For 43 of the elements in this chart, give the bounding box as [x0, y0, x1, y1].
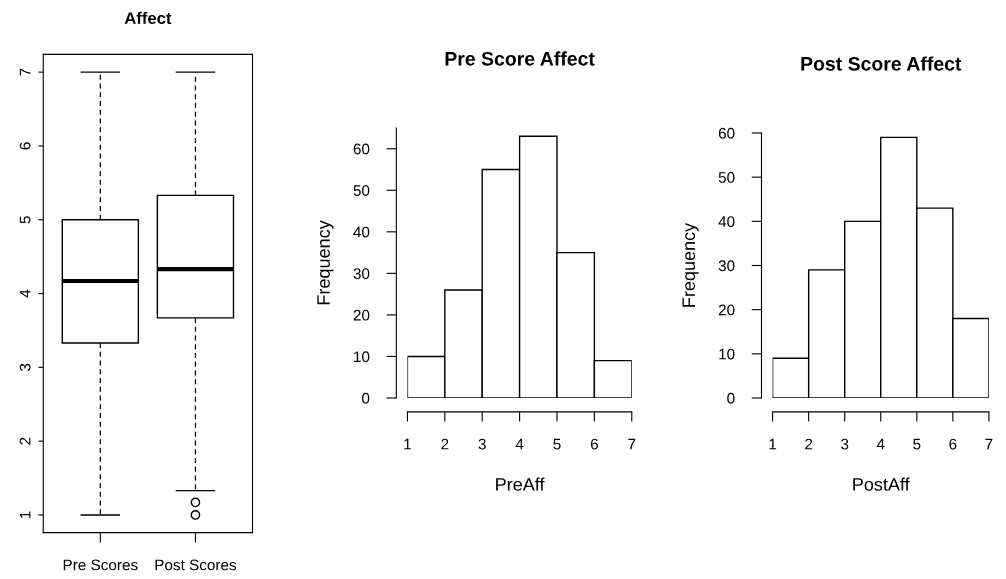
x-tick-label: 1	[404, 438, 411, 450]
x-tick-label: 6	[949, 438, 957, 450]
x-tick-label: 3	[841, 438, 849, 450]
x-tick-label: Post Scores	[155, 559, 237, 571]
y-tick-label: 4	[19, 289, 31, 298]
x-tick-label: 3	[478, 438, 486, 450]
y-tick-label: 40	[353, 226, 370, 238]
y-tick-label: 40	[718, 216, 735, 228]
y-tick-label: 50	[718, 172, 735, 183]
x-tick-label: Pre Scores	[63, 559, 138, 571]
chart-title: Affect	[124, 11, 172, 25]
x-tick-label: 7	[628, 438, 636, 450]
x-tick-label: 5	[913, 438, 921, 450]
x-tick-label: 5	[553, 438, 561, 450]
y-tick-label: 60	[353, 143, 370, 155]
y-tick-label: 60	[718, 127, 735, 139]
y-tick-label: 0	[362, 392, 370, 404]
x-tick-label: 2	[805, 438, 813, 450]
x-axis-title: PostAff	[853, 477, 910, 491]
y-axis-title: Frequency	[317, 220, 334, 305]
y-tick-label: 30	[353, 268, 370, 280]
y-tick-label: 0	[727, 392, 735, 404]
chart-title: Pre Score Affect	[445, 51, 595, 66]
x-tick-label: 1	[769, 438, 777, 450]
x-tick-label: 4	[876, 438, 885, 450]
y-tick-label: 10	[354, 351, 370, 363]
x-tick-label: 6	[590, 438, 598, 450]
x-axis-title: PreAff	[496, 477, 545, 491]
y-tick-label: 1	[19, 511, 31, 519]
y-tick-label: 3	[19, 363, 31, 372]
x-tick-label: 2	[441, 438, 449, 450]
y-tick-label: 20	[718, 304, 735, 316]
chart-title: Post Score Affect	[801, 56, 962, 71]
y-tick-label: 7	[19, 68, 31, 76]
y-tick-label: 30	[718, 260, 735, 272]
y-tick-label: 10	[719, 348, 735, 360]
y-axis-title: Frequency	[682, 222, 699, 307]
y-tick-label: 20	[353, 309, 370, 321]
x-tick-label: 7	[985, 438, 993, 450]
y-tick-label: 5	[19, 216, 31, 224]
y-tick-label: 6	[19, 142, 31, 150]
y-tick-label: 50	[353, 185, 370, 196]
x-tick-label: 4	[515, 438, 524, 450]
